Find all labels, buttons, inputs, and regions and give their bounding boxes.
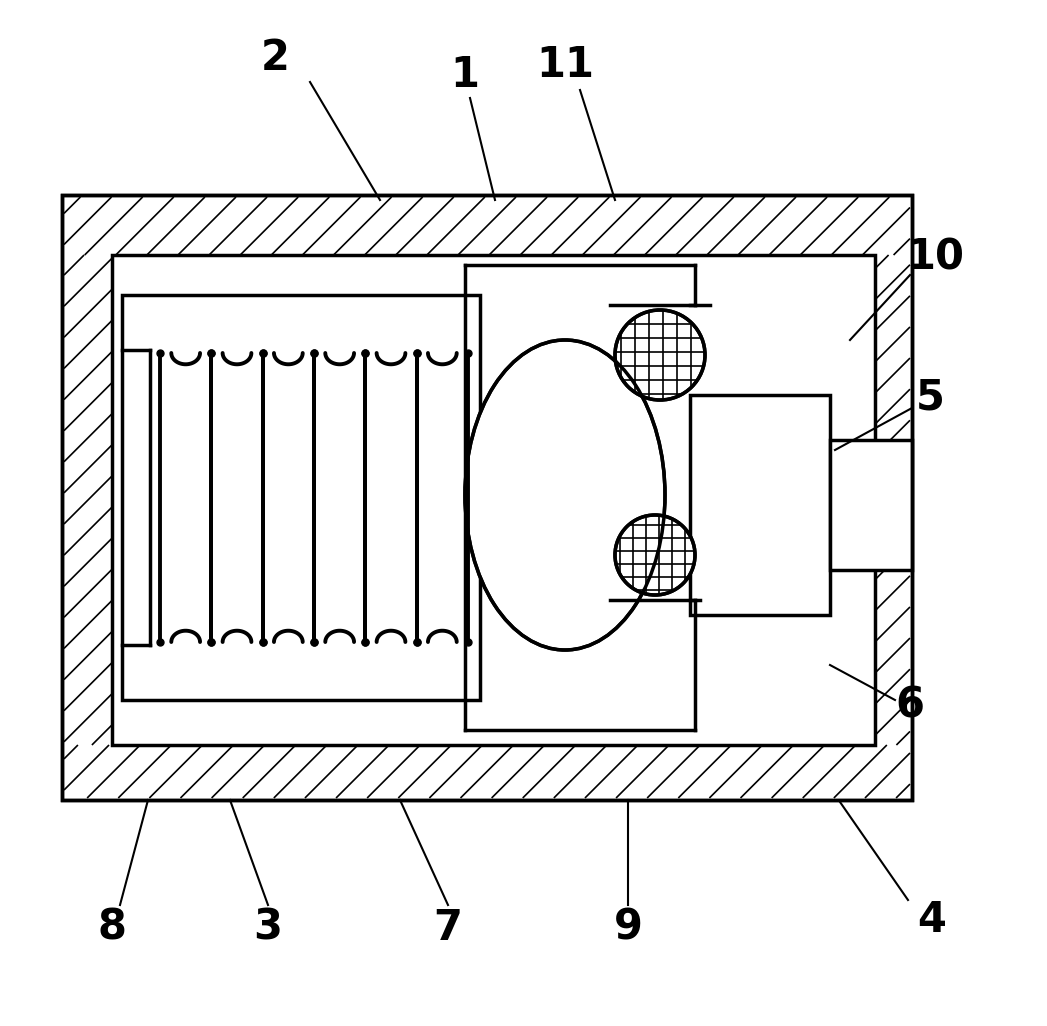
Bar bbox=[112, 255, 875, 745]
Text: 1: 1 bbox=[450, 54, 480, 96]
Text: 6: 6 bbox=[895, 684, 925, 726]
Text: 8: 8 bbox=[97, 907, 127, 949]
Circle shape bbox=[615, 310, 705, 400]
Text: 10: 10 bbox=[906, 237, 964, 279]
Text: 3: 3 bbox=[253, 907, 283, 949]
Text: 11: 11 bbox=[536, 44, 594, 86]
Text: 7: 7 bbox=[433, 907, 463, 949]
Circle shape bbox=[615, 515, 695, 595]
Text: 9: 9 bbox=[614, 907, 643, 949]
Text: 2: 2 bbox=[261, 37, 289, 79]
Text: 4: 4 bbox=[917, 899, 946, 941]
Bar bbox=[62, 195, 912, 800]
Ellipse shape bbox=[465, 340, 665, 650]
Bar bbox=[830, 440, 912, 570]
Bar bbox=[122, 295, 480, 700]
Bar bbox=[62, 195, 912, 800]
Bar bbox=[690, 395, 830, 615]
Text: 5: 5 bbox=[915, 377, 944, 419]
